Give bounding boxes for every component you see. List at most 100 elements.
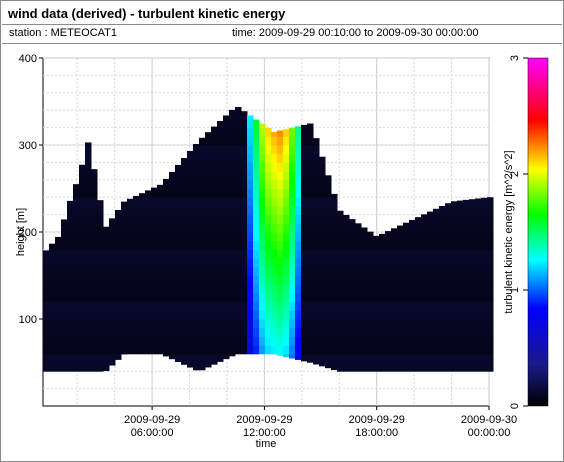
heatmap-cell [295,136,302,146]
heatmap-cell [283,249,290,259]
heatmap-cell [397,362,404,372]
heatmap-cell [451,240,458,250]
heatmap-cell [355,310,362,320]
heatmap-cell [133,284,140,294]
heatmap-cell [325,327,332,337]
heatmap-cell [439,258,446,268]
heatmap-cell [181,240,188,250]
heatmap-cell [325,353,332,363]
colorbar-label: turbulent kinetic energy [m^2/s^2] [503,150,515,313]
heatmap-cell [283,258,290,268]
heatmap-cell [451,205,458,216]
heatmap-cell [211,249,218,259]
heatmap-cell [463,205,470,216]
heatmap-cell [229,197,236,207]
heatmap-cell [43,258,50,268]
heatmap-cell [433,208,440,216]
heatmap-cell [217,214,224,224]
heatmap-cell [217,127,224,137]
heatmap-cell [367,284,374,294]
heatmap-cell [355,240,362,250]
heatmap-cell [187,214,194,224]
heatmap-cell [361,319,368,329]
heatmap-cell [427,258,434,268]
heatmap-cell [85,232,92,242]
heatmap-cell [349,345,356,355]
heatmap-cell [103,240,110,250]
heatmap-cell [475,292,482,303]
heatmap-cell [403,258,410,268]
heatmap-cell [139,319,146,329]
heatmap-cell [457,200,464,207]
heatmap-cell [79,214,86,224]
heatmap-cell [79,164,86,172]
heatmap-cell [109,223,116,233]
heatmap-cell [97,319,104,329]
heatmap-cell [199,345,206,355]
heatmap-cell [211,319,218,329]
heatmap-cell [235,266,242,276]
heatmap-cell [295,327,302,337]
heatmap-cell [199,319,206,329]
heatmap-cell [193,345,200,355]
colorbar [527,57,549,407]
heatmap-cell [133,327,140,337]
heatmap-cell [355,292,362,303]
heatmap-cell [151,197,158,207]
heatmap-cell [289,345,296,355]
heatmap-cell [211,301,218,311]
heatmap-cell [247,205,254,216]
heatmap-cell [211,197,218,207]
heatmap-cell [229,240,236,250]
heatmap-cell [121,205,128,216]
heatmap-cell [337,214,344,224]
heatmap-cell [475,223,482,233]
heatmap-cell [199,179,206,189]
heatmap-cell [253,301,260,311]
heatmap-cell [385,327,392,337]
heatmap-cell [277,205,284,216]
heatmap-cell [301,223,308,233]
heatmap-cell [181,258,188,268]
heatmap-cell [235,249,242,259]
heatmap-cell [259,319,266,329]
heatmap-cell [421,223,428,233]
heatmap-cell [475,275,482,285]
heatmap-cell [385,240,392,250]
heatmap-cell [55,240,62,250]
heatmap-cell [241,223,248,233]
heatmap-cell [283,145,290,155]
heatmap-cell [181,205,188,216]
heatmap-cell [385,345,392,355]
heatmap-cell [223,292,230,303]
heatmap-cell [391,301,398,311]
heatmap-cell [235,162,242,172]
heatmap-cell [103,226,110,233]
heatmap-cell [361,310,368,320]
heatmap-cell [229,319,236,329]
heatmap-cell [343,301,350,311]
heatmap-cell [145,205,152,216]
heatmap-cell [307,310,314,320]
heatmap-cell [229,162,236,172]
heatmap-cell [403,249,410,259]
heatmap-cell [451,292,458,303]
heatmap-cell [223,115,230,120]
heatmap-cell [337,310,344,320]
heatmap-cell [439,266,446,276]
heatmap-cell [109,310,116,320]
heatmap-cell [247,145,254,155]
heatmap-cell [247,284,254,294]
heatmap-cell [301,179,308,189]
heatmap-cell [85,336,92,346]
heatmap-cell [283,232,290,242]
heatmap-cell [241,319,248,329]
heatmap-cell [103,266,110,276]
heatmap-cell [277,197,284,207]
heatmap-cell [301,124,308,129]
heatmap-cell [61,301,68,311]
heatmap-cell [199,336,206,346]
heatmap-cell [85,142,92,146]
heatmap-cell [475,258,482,268]
heatmap-cell [397,336,404,346]
